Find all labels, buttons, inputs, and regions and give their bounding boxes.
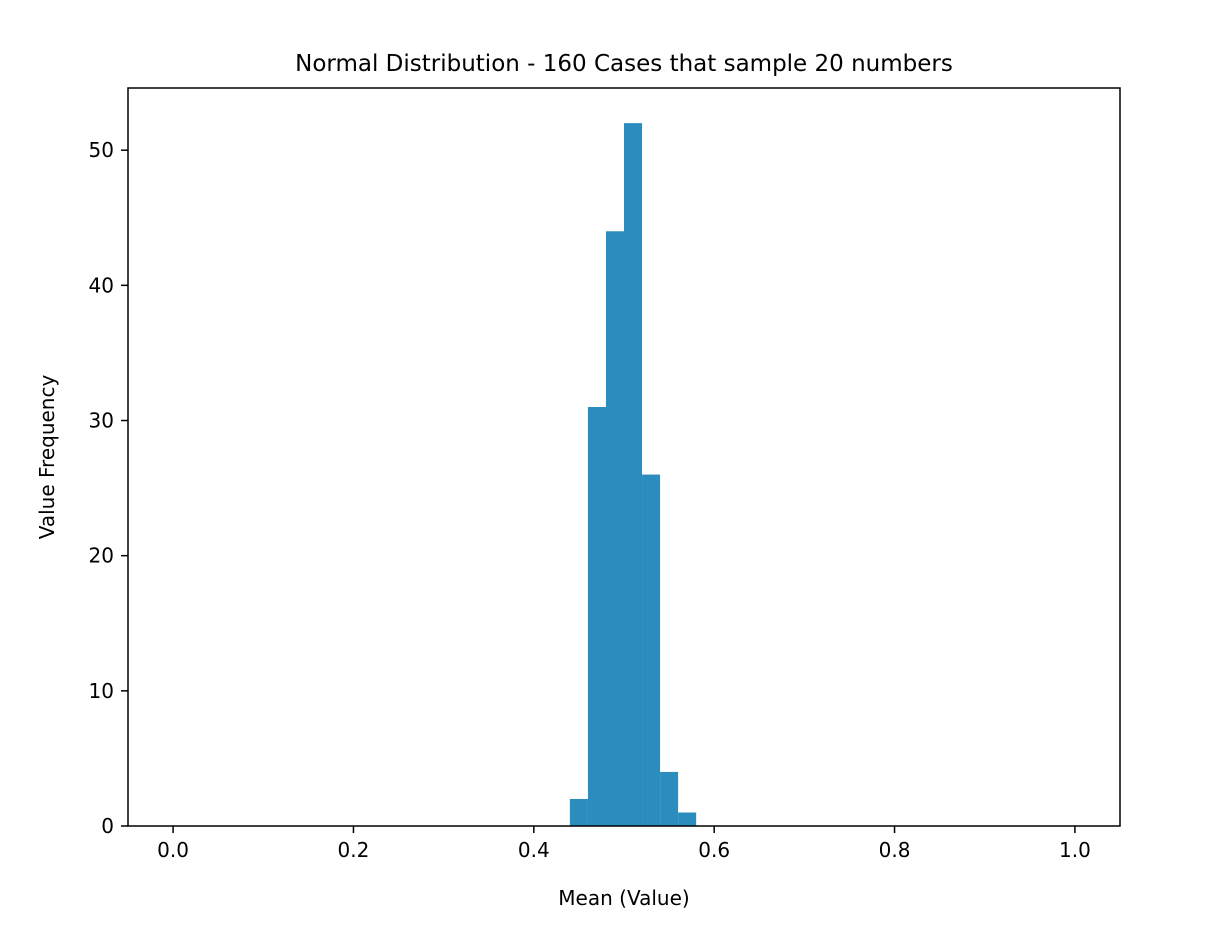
- chart-title: Normal Distribution - 160 Cases that sam…: [295, 51, 953, 77]
- histogram-bar-1: [587, 406, 606, 826]
- x-axis-label: Mean (Value): [558, 886, 689, 910]
- y-tick-label-0: 0: [101, 814, 114, 838]
- histogram-bar-3: [624, 123, 643, 826]
- plot-frame: [127, 87, 1121, 827]
- histogram-bar-5: [660, 771, 679, 826]
- x-tick-label-2: 0.4: [518, 838, 550, 862]
- x-tick-label-5: 1.0: [1059, 838, 1091, 862]
- y-axis-label: Value Frequency: [35, 375, 59, 540]
- y-tick-label-1: 10: [89, 679, 114, 703]
- histogram-bars: [569, 123, 697, 826]
- x-axis: 0.0 0.2 0.4 0.6 0.8 1.0: [157, 826, 1091, 862]
- histogram-bar-4: [642, 474, 661, 826]
- y-tick-label-5: 50: [89, 138, 114, 162]
- x-tick-label-1: 0.2: [338, 838, 370, 862]
- histogram-bar-6: [678, 812, 697, 826]
- histogram-bar-0: [569, 798, 588, 826]
- x-tick-label-3: 0.6: [698, 838, 730, 862]
- x-tick-label-4: 0.8: [879, 838, 911, 862]
- y-tick-label-4: 40: [89, 273, 114, 297]
- y-axis: 0 10 20 30 40 50: [89, 138, 128, 838]
- y-tick-label-2: 20: [89, 544, 114, 568]
- x-tick-label-0: 0.0: [157, 838, 189, 862]
- y-tick-label-3: 30: [89, 409, 114, 433]
- histogram-bar-2: [605, 231, 624, 826]
